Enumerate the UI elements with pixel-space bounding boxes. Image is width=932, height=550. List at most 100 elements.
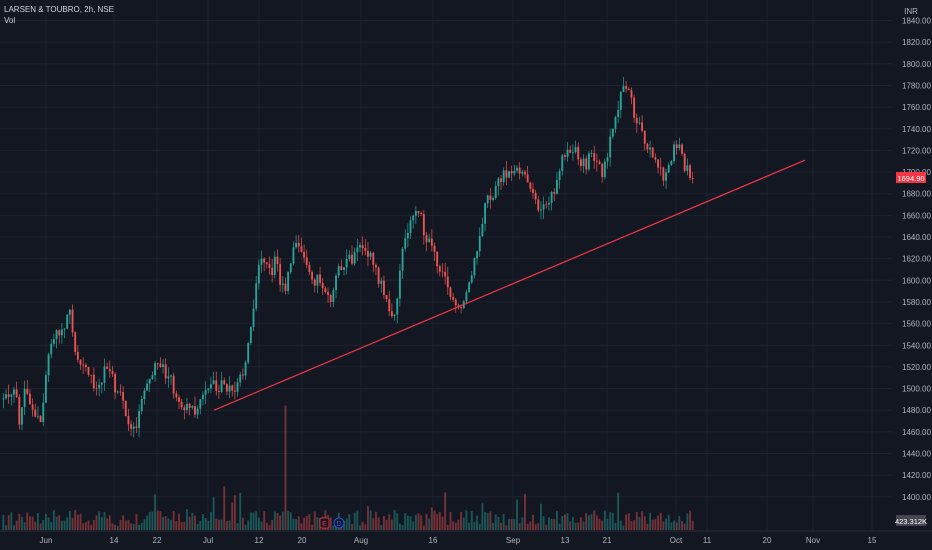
volume-bar bbox=[404, 513, 407, 530]
candle-body bbox=[689, 165, 691, 179]
price-tick-label: 1440.00 bbox=[902, 450, 931, 459]
volume-bar bbox=[521, 517, 524, 530]
dividend-icon[interactable]: D bbox=[333, 517, 345, 529]
volume-bar bbox=[593, 510, 596, 530]
volume-bar bbox=[295, 519, 298, 530]
candle-body bbox=[681, 144, 683, 154]
volume-bar bbox=[457, 519, 460, 530]
candle-body bbox=[555, 179, 558, 194]
volume-bar bbox=[292, 518, 295, 530]
candle-body bbox=[228, 385, 231, 392]
trendline[interactable] bbox=[213, 159, 806, 411]
candle-body bbox=[433, 245, 436, 252]
volume-bar bbox=[82, 523, 85, 530]
candle-body bbox=[63, 328, 66, 330]
candle-body bbox=[327, 291, 329, 295]
candle-body bbox=[673, 144, 675, 162]
candle-body bbox=[74, 332, 77, 352]
candle-body bbox=[114, 374, 117, 393]
candle-body bbox=[529, 182, 532, 189]
price-tick-label: 1840.00 bbox=[902, 17, 931, 26]
candle-body bbox=[18, 396, 21, 425]
volume-bar bbox=[202, 513, 204, 530]
candle-body bbox=[130, 424, 133, 429]
candle-body bbox=[42, 402, 45, 423]
volume-bar bbox=[406, 515, 409, 530]
candle-body bbox=[614, 117, 617, 129]
candle-body bbox=[619, 91, 622, 111]
candle-body bbox=[154, 363, 156, 376]
volume-bar bbox=[393, 510, 396, 530]
volume-bar bbox=[468, 522, 471, 530]
candle-body bbox=[465, 292, 468, 302]
volume-bar bbox=[659, 512, 662, 530]
svg-text:D: D bbox=[336, 521, 341, 528]
volume-bar bbox=[42, 519, 45, 530]
volume-bar bbox=[188, 516, 191, 530]
candle-body bbox=[601, 163, 604, 178]
candle-body bbox=[595, 160, 598, 162]
candle-body bbox=[412, 215, 415, 221]
volume-bar bbox=[236, 523, 239, 530]
volume-bar bbox=[518, 523, 521, 530]
candle-body bbox=[82, 364, 85, 366]
volume-bar bbox=[308, 514, 311, 530]
candle-body bbox=[26, 388, 29, 394]
candle-body bbox=[138, 411, 141, 428]
earnings-icon[interactable]: E bbox=[319, 517, 330, 529]
volume-bar bbox=[619, 520, 622, 530]
candle-body bbox=[627, 88, 630, 91]
time-tick-label: 12 bbox=[255, 536, 264, 545]
candle-body bbox=[486, 195, 489, 204]
volume-bar bbox=[159, 511, 162, 530]
candle-body bbox=[170, 375, 172, 377]
currency-label: INR bbox=[904, 7, 918, 16]
candle-body bbox=[321, 282, 324, 289]
candle-body bbox=[297, 242, 300, 247]
symbol-title[interactable]: LARSEN & TOUBRO, 2h, NSE bbox=[4, 5, 114, 14]
volume-bar bbox=[681, 521, 683, 530]
volume-bar bbox=[138, 524, 141, 530]
candle-body bbox=[127, 415, 130, 425]
volume-bar bbox=[670, 522, 673, 530]
last-price-badge bbox=[896, 172, 926, 183]
volume-bar bbox=[183, 521, 186, 530]
volume-bar bbox=[390, 519, 393, 530]
candle-body bbox=[305, 257, 308, 265]
candle-body bbox=[303, 251, 306, 258]
candle-body bbox=[106, 366, 109, 369]
volume-bar bbox=[119, 519, 122, 530]
volume-bar bbox=[148, 512, 151, 530]
volume-bar bbox=[111, 523, 114, 530]
volume-legend-label[interactable]: Vol bbox=[4, 16, 16, 25]
candle-body bbox=[417, 211, 420, 213]
candle-body bbox=[524, 171, 526, 175]
candle-body bbox=[633, 97, 636, 118]
volume-bar bbox=[223, 486, 226, 530]
volume-bar bbox=[614, 522, 617, 530]
volume-bar bbox=[555, 510, 558, 530]
volume-bar bbox=[297, 516, 300, 530]
volume-bar bbox=[657, 515, 660, 530]
candle-body bbox=[311, 272, 314, 280]
volume-bar bbox=[579, 517, 582, 530]
candle-body bbox=[579, 159, 582, 167]
volume-bar bbox=[412, 521, 415, 530]
candle-body bbox=[351, 254, 353, 264]
volume-bar bbox=[71, 517, 74, 530]
candle-body bbox=[249, 327, 252, 344]
price-tick-label: 1420.00 bbox=[902, 471, 931, 480]
candle-body bbox=[343, 267, 345, 270]
candle-body bbox=[164, 364, 167, 379]
volume-bar bbox=[21, 517, 23, 530]
volume-bar bbox=[225, 520, 228, 530]
candle-body bbox=[172, 375, 175, 394]
volume-bar bbox=[313, 511, 316, 530]
candle-body bbox=[345, 258, 348, 268]
candle-body bbox=[630, 90, 633, 98]
price-axis[interactable]: 1400.00 1420.00 1440.00 1460.00 1480.00 1500.… bbox=[902, 17, 931, 502]
candle-body bbox=[316, 274, 319, 286]
volume-bar bbox=[95, 515, 98, 530]
time-axis[interactable]: Jun 14 22 Jul 12 20 Aug 16 Sep 13 21 Oct 11 20 Nov 15 bbox=[0, 530, 932, 545]
